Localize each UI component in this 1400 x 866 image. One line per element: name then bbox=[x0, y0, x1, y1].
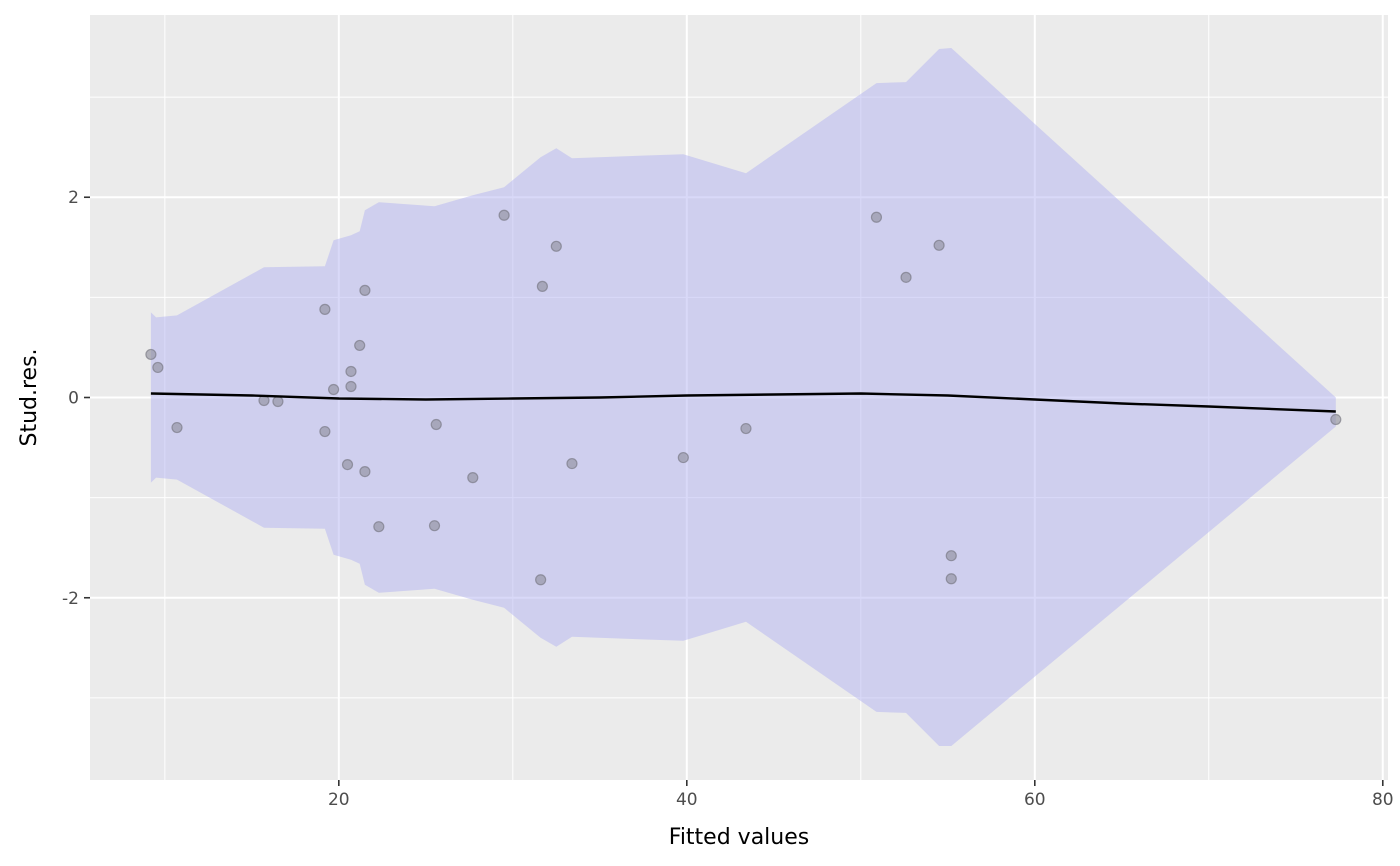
y-tick-label: -2 bbox=[62, 589, 79, 609]
data-point bbox=[498, 209, 510, 221]
data-point bbox=[566, 457, 578, 470]
data-point bbox=[359, 284, 371, 296]
data-point bbox=[945, 550, 957, 562]
data-point bbox=[152, 361, 164, 374]
x-tick-label: 60 bbox=[1024, 790, 1046, 810]
data-point bbox=[535, 574, 547, 586]
data-point bbox=[536, 280, 548, 292]
data-point bbox=[740, 422, 752, 435]
confidence-band bbox=[150, 48, 1336, 746]
data-point bbox=[428, 520, 441, 532]
data-point bbox=[945, 573, 957, 585]
data-point bbox=[354, 339, 366, 352]
x-tick-label: 40 bbox=[676, 790, 698, 810]
data-point bbox=[550, 240, 562, 252]
smooth-line bbox=[150, 392, 1336, 413]
y-axis-ticks: -2 0 2 bbox=[62, 188, 90, 609]
data-point bbox=[359, 465, 371, 478]
y-axis-title: Stud.res. bbox=[17, 348, 42, 446]
data-point bbox=[272, 395, 284, 408]
data-point bbox=[171, 421, 183, 434]
data-point bbox=[1330, 413, 1342, 426]
y-tick-label: 0 bbox=[68, 389, 79, 409]
data-point bbox=[933, 239, 945, 251]
data-point bbox=[430, 418, 442, 431]
y-tick-label: 2 bbox=[68, 188, 79, 208]
data-point bbox=[467, 472, 479, 484]
data-point bbox=[345, 365, 357, 378]
data-point bbox=[145, 348, 157, 361]
x-axis-ticks: 20 40 60 80 bbox=[328, 780, 1394, 810]
data-point bbox=[900, 271, 912, 283]
data-point bbox=[345, 380, 357, 393]
data-point bbox=[341, 458, 354, 471]
data-point bbox=[677, 451, 689, 464]
data-point bbox=[327, 383, 340, 396]
x-tick-label: 20 bbox=[328, 790, 350, 810]
x-tick-label: 80 bbox=[1372, 790, 1394, 810]
data-point bbox=[319, 425, 331, 438]
data-point bbox=[870, 211, 883, 223]
data-points bbox=[145, 209, 1342, 586]
data-point bbox=[319, 303, 331, 315]
x-axis-title: Fitted values bbox=[669, 825, 809, 850]
data-point bbox=[373, 521, 385, 533]
